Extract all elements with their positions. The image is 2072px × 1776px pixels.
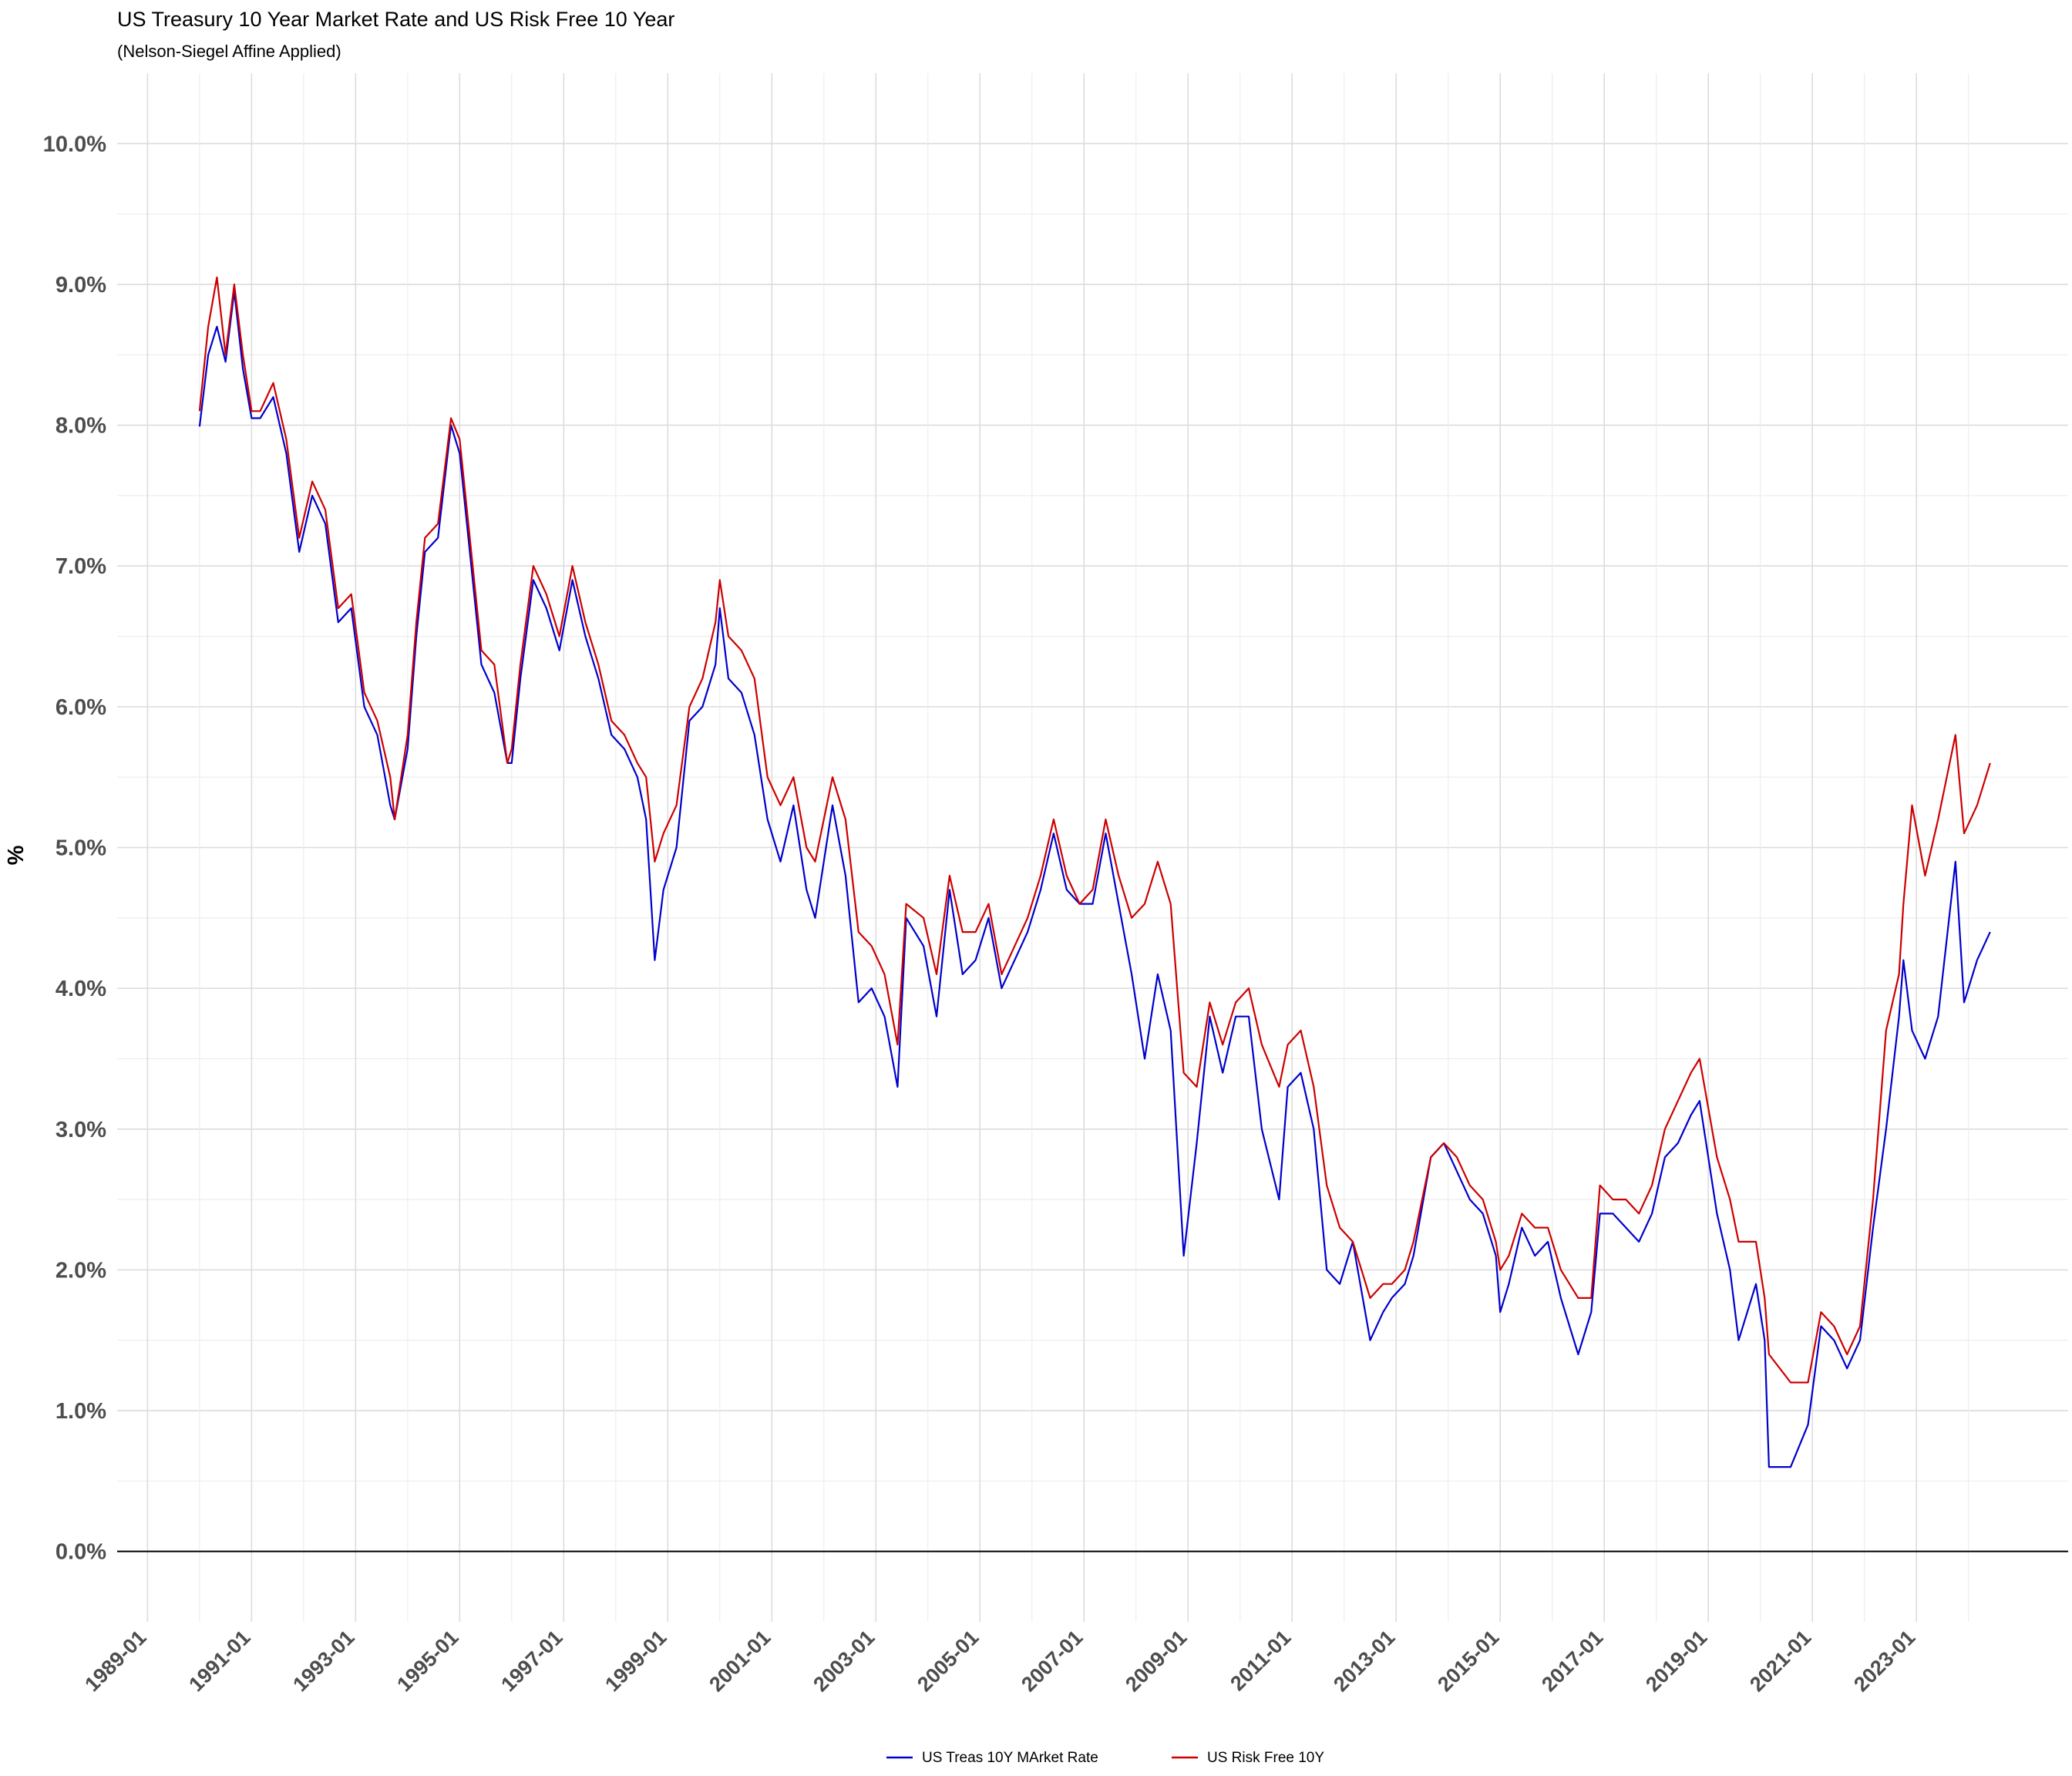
legend-entry-label: US Risk Free 10Y bbox=[1207, 1750, 1324, 1766]
x-tick-label: 2017-01 bbox=[1537, 1626, 1607, 1696]
y-tick-label: 6.0% bbox=[56, 695, 106, 720]
y-tick-label: 5.0% bbox=[56, 836, 106, 861]
y-tick-labels: 0.0% 1.0% 2.0% 3.0% 4.0% 5.0% 6.0% 7.0% 8.0% 9.0%… bbox=[43, 132, 106, 1564]
x-tick-label: 2009-01 bbox=[1121, 1626, 1191, 1696]
x-tick-label: 2015-01 bbox=[1433, 1626, 1503, 1696]
x-tick-label: 2019-01 bbox=[1641, 1626, 1711, 1696]
x-tick-label: 1991-01 bbox=[184, 1626, 254, 1696]
y-axis-label: % bbox=[4, 845, 29, 865]
y-tick-label: 8.0% bbox=[56, 414, 106, 439]
x-tick-label: 1997-01 bbox=[496, 1626, 567, 1696]
x-tick-label: 2023-01 bbox=[1849, 1626, 1919, 1696]
x-tick-label: 2005-01 bbox=[913, 1626, 983, 1696]
x-tick-label: 1989-01 bbox=[80, 1626, 150, 1696]
x-tick-label: 1993-01 bbox=[288, 1626, 358, 1696]
y-tick-label: 3.0% bbox=[56, 1118, 106, 1142]
grid-lines bbox=[117, 73, 2068, 1622]
y-tick-label: 7.0% bbox=[56, 554, 106, 579]
x-tick-label: 2011-01 bbox=[1226, 1626, 1295, 1695]
x-tick-label: 2013-01 bbox=[1329, 1626, 1399, 1696]
y-tick-label: 10.0% bbox=[43, 132, 106, 156]
series-lines bbox=[198, 276, 1991, 1468]
y-tick-label: 1.0% bbox=[56, 1399, 106, 1424]
x-tick-label: 2021-01 bbox=[1745, 1626, 1815, 1696]
y-tick-label: 4.0% bbox=[56, 977, 106, 1001]
x-tick-label: 1995-01 bbox=[392, 1626, 462, 1696]
series-line-treasury bbox=[198, 291, 1991, 1468]
x-tick-label: 2007-01 bbox=[1017, 1626, 1087, 1696]
x-tick-label: 1999-01 bbox=[600, 1626, 671, 1696]
y-tick-label: 2.0% bbox=[56, 1258, 106, 1283]
chart-title: US Treasury 10 Year Market Rate and US R… bbox=[117, 8, 675, 31]
y-tick-label: 9.0% bbox=[56, 273, 106, 298]
chart-subtitle: (Nelson-Siegel Affine Applied) bbox=[117, 42, 341, 61]
legend-entry-label: US Treas 10Y MArket Rate bbox=[922, 1750, 1098, 1766]
x-tick-label: 2001-01 bbox=[705, 1626, 775, 1696]
x-tick-label: 2003-01 bbox=[809, 1626, 879, 1696]
series-line-risk-free bbox=[198, 276, 1991, 1384]
y-tick-label: 0.0% bbox=[56, 1540, 106, 1565]
legend: US Treas 10Y MArket Rate US Risk Free 10Y bbox=[886, 1750, 1324, 1766]
x-tick-labels: 1989-01 1991-01 1993-01 1995-01 1997-01 1999-… bbox=[80, 1626, 1919, 1696]
